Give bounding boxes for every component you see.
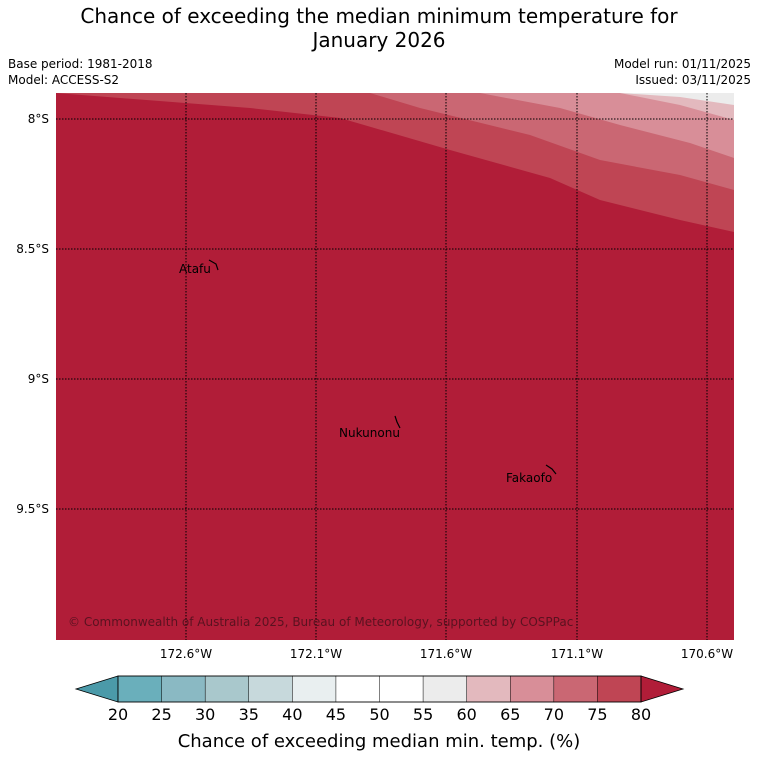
colorbar-segment	[379, 675, 424, 703]
colorbar-title: Chance of exceeding median min. temp. (%…	[178, 731, 581, 752]
meta-left: Base period: 1981-2018 Model: ACCESS-S2	[8, 56, 153, 88]
colorbar-tick: 55	[413, 705, 433, 724]
chart-title: Chance of exceeding the median minimum t…	[0, 4, 758, 52]
lat-label: 8.5°S	[16, 242, 49, 256]
colorbar-segments	[117, 675, 642, 703]
colorbar-tick: 35	[239, 705, 259, 724]
gridlines	[56, 93, 734, 640]
colorbar-tick: 30	[195, 705, 215, 724]
colorbar-tick: 25	[151, 705, 171, 724]
lat-label: 9°S	[28, 372, 49, 386]
colorbar-tick: 65	[500, 705, 520, 724]
colorbar-segment	[597, 675, 642, 703]
colorbar-segment	[335, 675, 381, 703]
lat-label: 9.5°S	[16, 502, 49, 516]
colorbar-tick: 40	[282, 705, 302, 724]
map-plot-area: Atafu Nukunonu Fakaofo © Commonwealth of…	[56, 93, 734, 640]
colorbar-tick-labels: 20 25 30 35 40 45 50 55 60 65 70 75 80	[108, 705, 651, 724]
lon-label: 172.6°W	[160, 647, 212, 661]
lat-label: 8°S	[28, 112, 49, 126]
longitude-labels: 172.6°W 172.1°W 171.6°W 171.1°W 170.6°W	[160, 647, 733, 661]
probability-band-55-60	[620, 93, 734, 105]
place-label-atafu: Atafu	[179, 262, 211, 276]
lon-label: 171.6°W	[420, 647, 472, 661]
nukunonu-coastline	[394, 415, 401, 429]
title-line-2: January 2026	[312, 28, 446, 52]
meta-right: Model run: 01/11/2025 Issued: 03/11/2025	[614, 56, 751, 88]
place-label-nukunonu: Nukunonu	[339, 426, 400, 440]
title-line-1: Chance of exceeding the median minimum t…	[80, 4, 678, 28]
model-run: Model run: 01/11/2025	[613, 57, 751, 71]
colorbar-tick: 45	[326, 705, 346, 724]
colorbar-frame	[117, 675, 642, 703]
base-period: Base period: 1981-2018	[8, 57, 153, 71]
atafu-coastline	[208, 259, 219, 271]
colorbar-tick: 20	[108, 705, 128, 724]
colorbar-segment	[292, 675, 337, 703]
colorbar-segment	[422, 675, 468, 703]
colorbar-segment	[553, 675, 598, 703]
copyright-notice: © Commonwealth of Australia 2025, Bureau…	[68, 615, 573, 629]
colorbar-segment	[117, 675, 163, 703]
colorbar-tick: 75	[587, 705, 607, 724]
colorbar-tick: 50	[369, 705, 389, 724]
colorbar-segment	[204, 675, 250, 703]
lon-label: 170.6°W	[681, 647, 733, 661]
colorbar-segment	[161, 675, 206, 703]
fakaofo-coastline	[545, 464, 557, 475]
colorbar-tick: 60	[456, 705, 476, 724]
place-label-fakaofo: Fakaofo	[506, 471, 552, 485]
lon-label: 172.1°W	[290, 647, 342, 661]
colorbar-tick: 70	[544, 705, 564, 724]
colorbar-tick: 80	[631, 705, 651, 724]
colorbar-segment	[510, 675, 555, 703]
colorbar-segment	[248, 675, 293, 703]
colorbar-segment	[466, 675, 511, 703]
lon-label: 171.1°W	[551, 647, 603, 661]
colorbar-under-arrow	[74, 675, 119, 703]
probability-band-65-70	[370, 93, 734, 158]
model-name: Model: ACCESS-S2	[8, 73, 120, 87]
latitude-labels: 8°S 8.5°S 9°S 9.5°S	[16, 112, 49, 516]
colorbar: 20 25 30 35 40 45 50 55 60 65 70 75 80 C…	[74, 675, 685, 752]
issued-date: Issued: 03/11/2025	[635, 73, 751, 87]
probability-band-60-65	[500, 93, 734, 120]
colorbar-over-arrow	[640, 675, 685, 703]
